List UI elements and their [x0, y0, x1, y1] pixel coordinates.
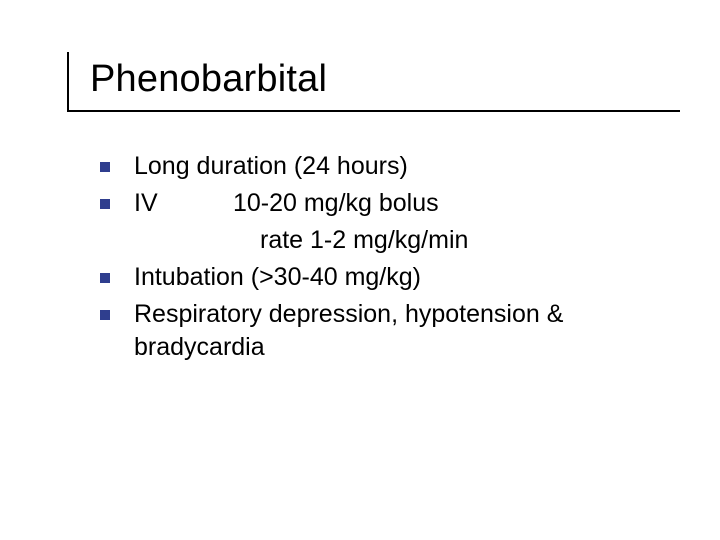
square-bullet-icon [100, 310, 110, 320]
list-item-text: Long duration (24 hours) [134, 152, 408, 180]
list-item: Long duration (24 hours) [100, 150, 660, 183]
list-item-text: Intubation (>30-40 mg/kg) [134, 263, 421, 291]
list-item-text: 10-20 mg/kg bolus [233, 189, 439, 217]
list-item: Respiratory depression, hypotension & br… [100, 298, 660, 364]
square-bullet-icon [100, 199, 110, 209]
square-bullet-icon [100, 273, 110, 283]
list-item: IV 10-20 mg/kg bolus [100, 187, 660, 220]
slide: Phenobarbital Long duration (24 hours) I… [0, 0, 720, 540]
title-vertical-rule [67, 52, 69, 112]
slide-content: Long duration (24 hours) IV 10-20 mg/kg … [100, 150, 660, 368]
title-underline [68, 110, 680, 112]
square-bullet-icon [100, 162, 110, 172]
list-item: Intubation (>30-40 mg/kg) [100, 261, 660, 294]
list-item-text: Respiratory depression, hypotension & br… [134, 300, 563, 361]
list-item-subline-text: rate 1-2 mg/kg/min [134, 224, 468, 257]
slide-title: Phenobarbital [90, 58, 327, 101]
list-item-label: IV [134, 187, 226, 220]
title-wrap: Phenobarbital [90, 58, 327, 101]
list-item-subline: rate 1-2 mg/kg/min [100, 224, 660, 257]
